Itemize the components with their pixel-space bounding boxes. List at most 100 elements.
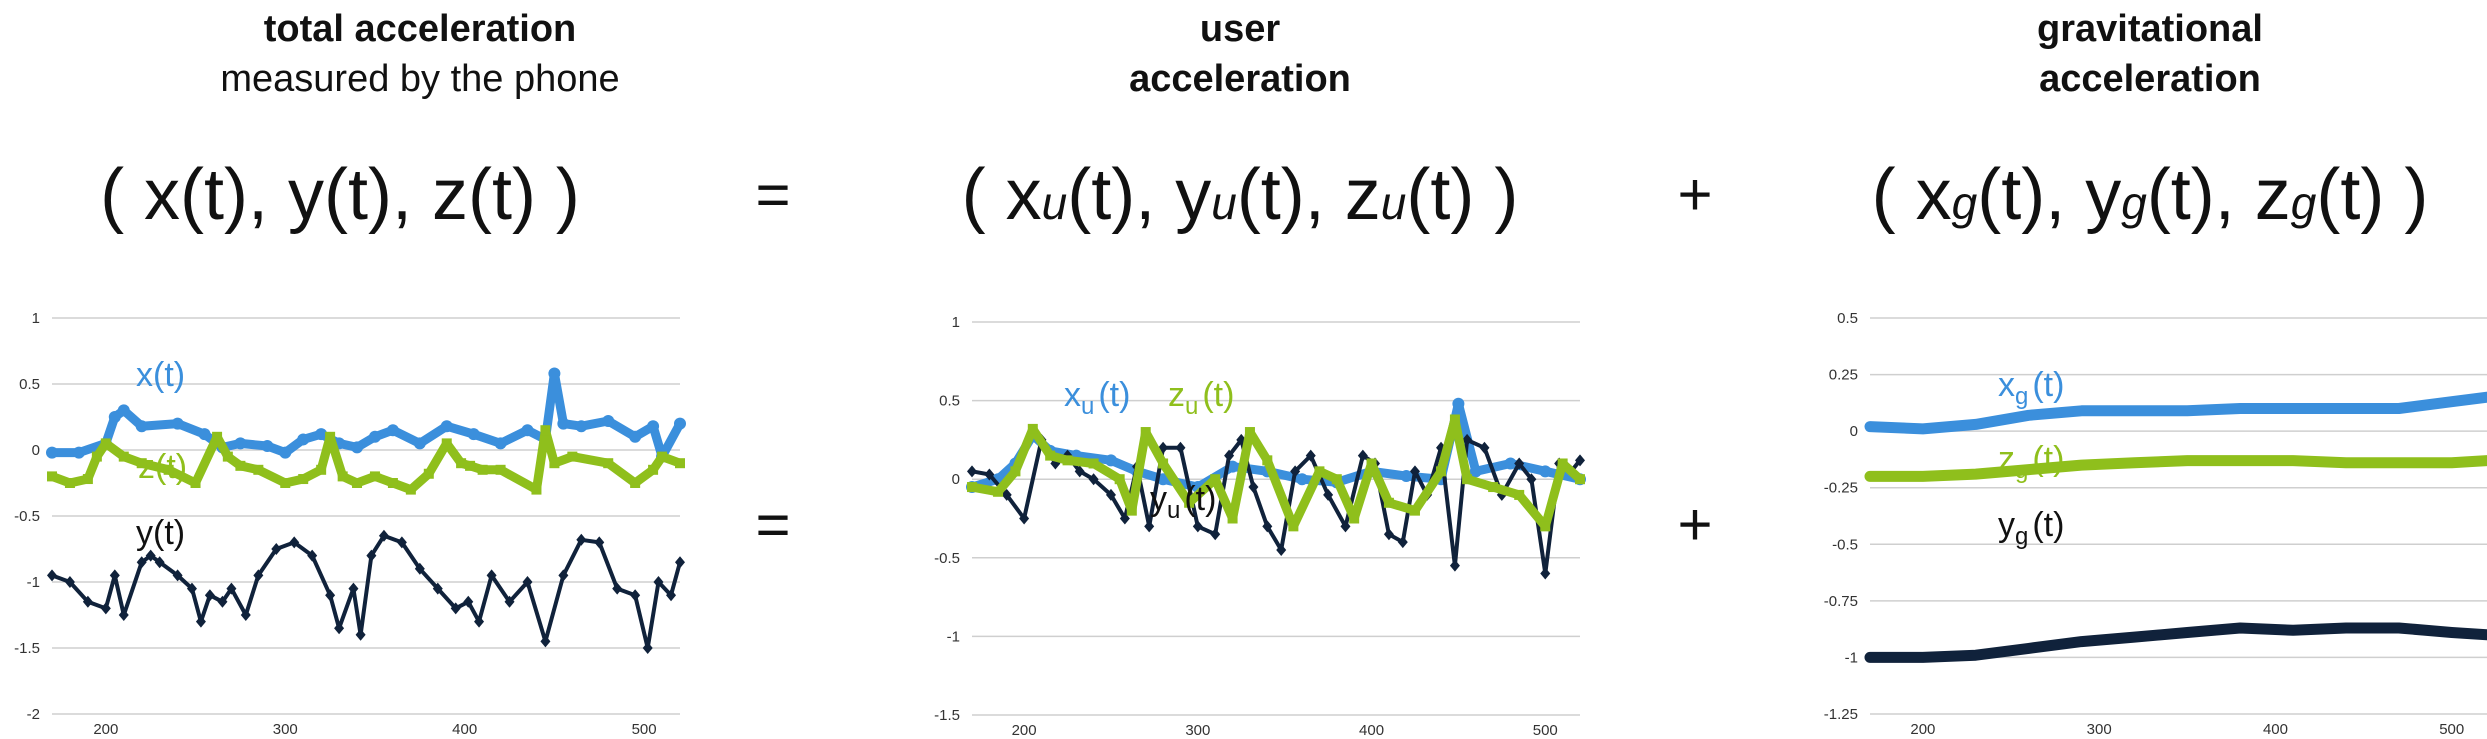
series-label-y: y(t) [136, 514, 185, 552]
data-point-x [467, 428, 480, 441]
data-point-x [413, 437, 426, 450]
data-point-z [1409, 505, 1420, 516]
data-point-y [186, 582, 197, 595]
data-point-y [217, 595, 228, 608]
user-acceleration-heading-2: acceleration [1129, 58, 1351, 100]
user-formula-part-c: (t), z [1236, 155, 1381, 235]
data-point-z [1557, 458, 1568, 469]
data-point-x [171, 417, 184, 430]
data-point-y [1262, 520, 1273, 533]
equals-sign-bottom: = [755, 491, 791, 558]
data-point-y [378, 529, 389, 542]
data-point-z [1288, 521, 1299, 532]
data-point-z [1010, 466, 1021, 477]
data-point-x [602, 414, 615, 427]
data-point-z [1045, 450, 1056, 461]
data-point-x [386, 424, 399, 437]
y-tick-label: -0.5 [1832, 536, 1858, 553]
data-point-x [1504, 457, 1517, 470]
data-point-y [82, 595, 93, 608]
y-tick-label: 0 [1850, 423, 1858, 440]
y-tick-label: 0.25 [1829, 367, 1858, 384]
data-point-y [118, 609, 129, 621]
y-tick-label: -1.5 [934, 707, 960, 724]
data-point-z [1514, 489, 1525, 500]
data-point-z [1184, 497, 1195, 508]
data-point-y [1305, 449, 1316, 462]
data-point-z [222, 451, 233, 462]
data-point-y [1210, 528, 1221, 541]
grav-formula-part-d: (t) ) [2316, 155, 2429, 235]
data-point-y [1192, 520, 1203, 533]
series-label-y: yg (t) [1998, 506, 2064, 550]
y-tick-label: 1 [32, 310, 40, 327]
data-point-x [368, 430, 381, 443]
series-label-z: z(t) [138, 448, 187, 486]
grav-formula-part-b: (t), y [1977, 155, 2122, 235]
data-point-x [117, 404, 130, 417]
grav-formula-sub-z: g [2290, 177, 2317, 229]
data-point-z [1140, 427, 1151, 438]
data-point-y [1144, 520, 1155, 533]
data-point-y [450, 602, 461, 615]
data-point-z [369, 471, 380, 482]
grav-formula: ( xg(t), yg(t), zg(t) ) [1830, 150, 2470, 248]
data-point-z [993, 486, 1004, 497]
data-point-y [195, 615, 206, 628]
data-point-x [674, 417, 686, 430]
data-point-y [271, 543, 282, 555]
data-point-x [629, 430, 642, 443]
data-point-z [337, 471, 348, 482]
grav-formula-part-c: (t), z [2146, 155, 2291, 235]
data-point-z [1349, 513, 1360, 524]
data-point-y [1397, 536, 1408, 549]
data-point-z [82, 474, 93, 485]
data-point-z [235, 460, 246, 471]
data-point-z [567, 451, 578, 462]
data-point-x [351, 441, 364, 454]
data-point-x [557, 417, 570, 430]
data-point-z [1331, 474, 1342, 485]
data-point-y [474, 615, 485, 628]
data-point-y [1540, 567, 1551, 580]
data-point-y [558, 569, 569, 582]
data-point-z [531, 484, 542, 495]
data-point-z [352, 478, 363, 488]
data-point-z [1488, 482, 1499, 493]
y-tick-label: 0.5 [1837, 310, 1858, 327]
gravitational-acceleration-chart: 0.5 0.25 0 -0.25 -0.5 -0.75 -1 -1.25 200 300 400 50… [1824, 310, 2487, 738]
series-label-y: yu (t) [1150, 480, 1216, 524]
x-tick-label: 400 [2263, 721, 2288, 738]
data-point-z [1244, 427, 1255, 438]
data-point-y [204, 589, 215, 602]
data-point-y [1105, 488, 1116, 501]
data-point-z [1436, 466, 1447, 477]
data-point-y [630, 589, 641, 602]
data-point-z [405, 484, 416, 495]
data-point-x [108, 411, 121, 423]
data-point-z [423, 468, 434, 479]
data-point-y [463, 595, 474, 608]
data-point-y [1158, 441, 1169, 454]
data-point-y [1290, 465, 1301, 478]
data-point-y [325, 589, 336, 602]
y-tick-label: -1 [1845, 649, 1858, 666]
data-point-y [642, 642, 653, 654]
equals-sign-top: = [755, 161, 791, 228]
grav-formula-sub-y: g [2121, 177, 2147, 229]
data-point-z [540, 425, 551, 436]
data-point-x [135, 420, 148, 433]
data-point-y [348, 582, 359, 595]
data-point-z [630, 478, 641, 488]
data-point-y [1383, 528, 1394, 541]
x-tick-label: 400 [452, 721, 477, 738]
y-tick-label: -1 [27, 574, 40, 591]
series-line-z [1864, 455, 2487, 482]
total-formula: ( x(t), y(t), z(t) ) [100, 155, 580, 235]
data-point-y [414, 562, 425, 575]
series-label-x: xg (t) [1998, 366, 2064, 410]
data-point-y [576, 533, 587, 546]
data-point-z [253, 464, 264, 475]
x-tick-label: 300 [1185, 722, 1210, 739]
data-point-y [540, 635, 551, 648]
